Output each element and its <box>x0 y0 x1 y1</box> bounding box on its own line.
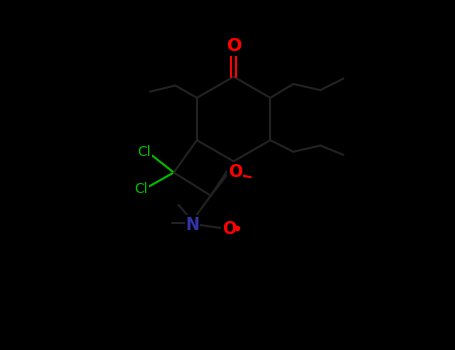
Text: O: O <box>222 220 236 238</box>
Text: O: O <box>226 37 241 55</box>
Text: Cl: Cl <box>138 146 152 160</box>
Text: O: O <box>228 163 243 181</box>
Text: Cl: Cl <box>135 182 148 196</box>
Text: N: N <box>185 216 199 234</box>
